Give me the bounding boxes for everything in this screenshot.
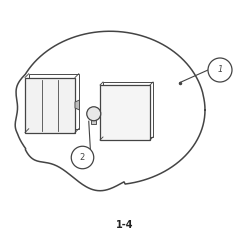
Circle shape <box>71 146 94 169</box>
Polygon shape <box>100 85 150 140</box>
Circle shape <box>87 107 101 121</box>
Bar <box>91 119 96 124</box>
Text: 1: 1 <box>217 66 223 74</box>
Circle shape <box>208 58 232 82</box>
Text: 1-4: 1-4 <box>116 220 134 230</box>
Polygon shape <box>75 100 80 110</box>
Polygon shape <box>25 78 75 132</box>
Text: 2: 2 <box>80 153 85 162</box>
